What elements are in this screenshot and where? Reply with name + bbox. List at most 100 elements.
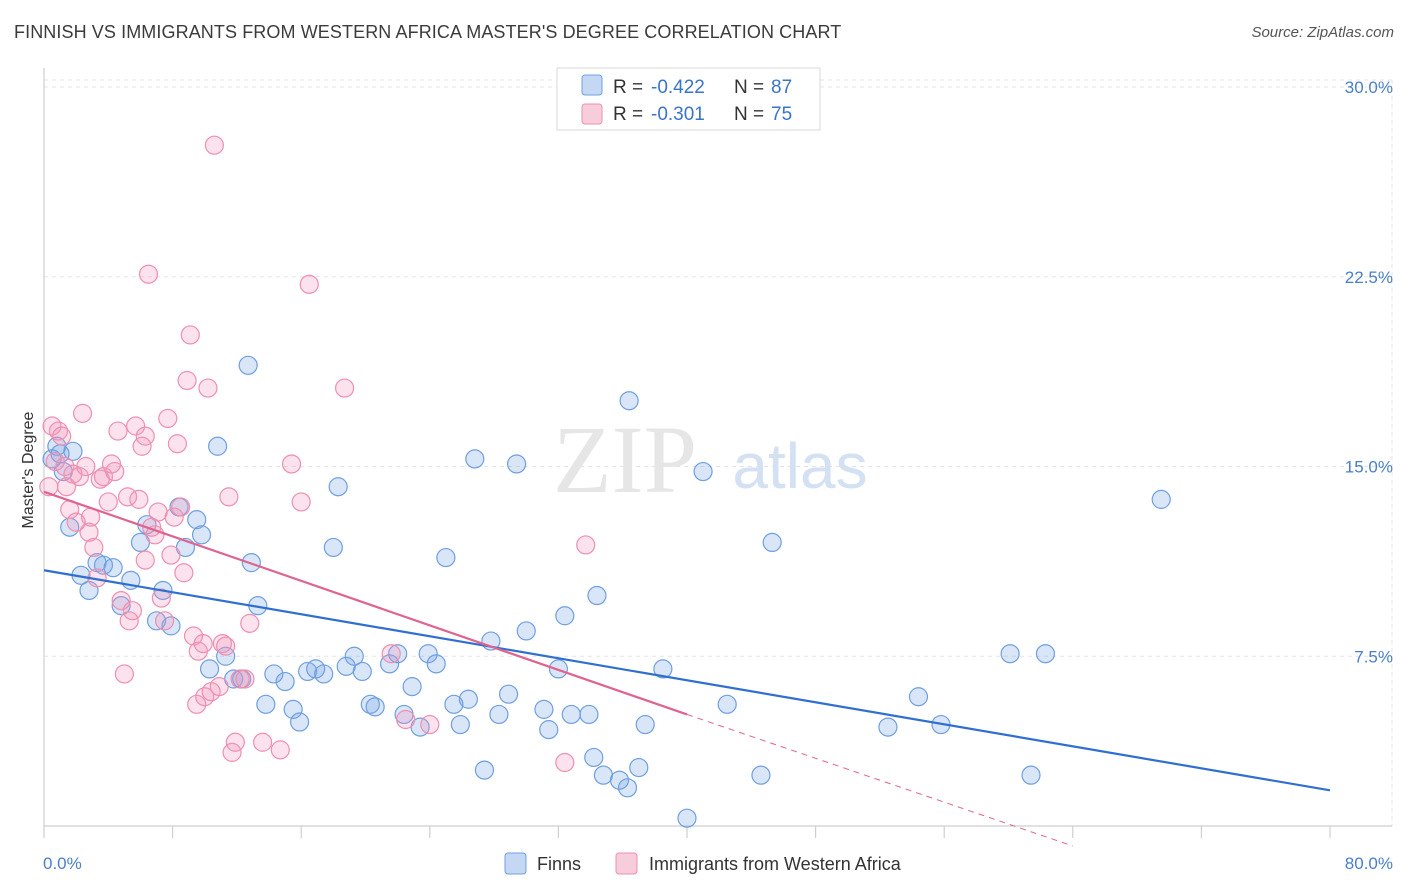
western-africa-point-22 bbox=[108, 421, 128, 441]
y-tick-label-2: 22.5% bbox=[1345, 268, 1393, 287]
chart-title: FINNISH VS IMMIGRANTS FROM WESTERN AFRIC… bbox=[14, 22, 842, 42]
finns-point-59 bbox=[489, 704, 509, 725]
finns-point-73 bbox=[617, 778, 638, 798]
western-africa-point-43 bbox=[174, 563, 194, 583]
western-africa-point-60 bbox=[230, 669, 250, 689]
finns-point-42 bbox=[352, 661, 372, 682]
finns-point-70 bbox=[587, 585, 607, 606]
finns-point-30 bbox=[256, 694, 276, 714]
legend-r-label-1: R = bbox=[613, 77, 643, 98]
gridlines bbox=[44, 79, 1393, 826]
finns-point-53 bbox=[444, 694, 464, 714]
finns-point-11 bbox=[111, 596, 131, 616]
watermark-atlas: atlas bbox=[732, 430, 867, 502]
finns-point-88 bbox=[1035, 644, 1056, 664]
western-africa-point-25 bbox=[117, 487, 138, 507]
bottom-legend-finns: Finns bbox=[537, 854, 581, 874]
series-western-africa bbox=[39, 135, 596, 773]
western-africa-point-45 bbox=[180, 325, 200, 345]
legend-box: R = -0.422 N = 87 R = -0.301 N = 75 bbox=[556, 67, 821, 131]
finns-point-89 bbox=[1151, 489, 1171, 509]
finns-point-27 bbox=[238, 355, 258, 375]
western-africa-point-51 bbox=[198, 378, 218, 398]
western-africa-point-53 bbox=[204, 135, 224, 155]
finns-point-75 bbox=[629, 757, 649, 778]
western-africa-point-42 bbox=[171, 497, 191, 517]
western-africa-point-6 bbox=[56, 477, 77, 497]
finns-point-39 bbox=[328, 477, 348, 497]
western-africa-point-54 bbox=[209, 677, 229, 697]
finns-point-37 bbox=[314, 664, 334, 684]
western-africa-point-12 bbox=[76, 456, 96, 477]
finns-point-48 bbox=[402, 677, 422, 697]
western-africa-point-57 bbox=[219, 487, 239, 507]
finns-point-77 bbox=[653, 659, 673, 679]
legend-n-label-2: N = bbox=[734, 104, 764, 125]
finns-point-22 bbox=[199, 659, 220, 679]
finns-point-80 bbox=[717, 694, 737, 714]
western-africa-point-28 bbox=[126, 416, 146, 436]
finns-point-79 bbox=[693, 461, 713, 482]
finns-point-46 bbox=[388, 644, 408, 664]
finns-point-74 bbox=[619, 391, 639, 411]
x-tick-label-0: 0.0% bbox=[43, 854, 82, 873]
finns-point-23 bbox=[208, 436, 228, 456]
finns-point-17 bbox=[161, 616, 181, 636]
axes bbox=[43, 68, 1392, 838]
western-africa-point-61 bbox=[235, 669, 255, 689]
legend-r-value-2: -0.301 bbox=[651, 104, 705, 125]
western-africa-point-9 bbox=[66, 512, 86, 532]
finns-point-10 bbox=[103, 558, 123, 578]
legend-swatch-western-africa bbox=[581, 103, 603, 125]
western-africa-point-4 bbox=[52, 426, 72, 446]
y-axis-label: Master's Degree bbox=[20, 411, 37, 528]
western-africa-point-70 bbox=[396, 709, 416, 730]
finns-point-52 bbox=[436, 547, 456, 568]
western-africa-point-62 bbox=[240, 613, 260, 633]
western-africa-point-11 bbox=[72, 403, 93, 423]
finns-point-78 bbox=[677, 808, 697, 828]
finns-point-57 bbox=[474, 760, 495, 780]
western-africa-point-19 bbox=[98, 492, 118, 512]
x-tick-label-1: 80.0% bbox=[1345, 854, 1393, 873]
western-africa-point-63 bbox=[253, 732, 273, 752]
finns-point-44 bbox=[365, 697, 385, 717]
y-tick-label-0: 7.5% bbox=[1354, 647, 1393, 666]
watermark: ZIP atlas bbox=[553, 406, 868, 513]
finns-point-51 bbox=[426, 654, 446, 674]
finns-point-55 bbox=[458, 689, 478, 709]
western-africa-point-46 bbox=[183, 626, 204, 646]
finns-point-66 bbox=[555, 606, 575, 626]
legend-n-value-2: 75 bbox=[771, 104, 792, 125]
y-tick-label-3: 30.0% bbox=[1345, 78, 1393, 97]
western-africa-point-50 bbox=[195, 687, 215, 707]
western-africa-point-38 bbox=[158, 408, 178, 429]
western-africa-point-72 bbox=[555, 752, 575, 773]
western-africa-point-47 bbox=[187, 694, 207, 714]
western-africa-point-37 bbox=[154, 611, 175, 631]
legend-n-label-1: N = bbox=[734, 77, 764, 98]
finns-point-54 bbox=[450, 714, 470, 735]
finns-point-63 bbox=[534, 699, 554, 719]
bottom-legend-swatch-finns bbox=[504, 852, 527, 875]
western-africa-point-59 bbox=[225, 732, 245, 752]
finns-point-31 bbox=[264, 664, 284, 684]
finns-point-71 bbox=[593, 765, 614, 785]
western-africa-point-65 bbox=[281, 454, 302, 474]
western-africa-point-74 bbox=[135, 426, 155, 446]
western-africa-point-68 bbox=[335, 378, 355, 398]
finns-point-86 bbox=[1000, 644, 1020, 664]
finns-point-68 bbox=[579, 704, 599, 725]
source-label: Source: ZipAtlas.com bbox=[1251, 24, 1394, 41]
finns-point-38 bbox=[323, 537, 343, 558]
western-africa-trend-line bbox=[43, 490, 688, 716]
finns-point-20 bbox=[187, 510, 207, 530]
western-africa-point-24 bbox=[114, 664, 134, 684]
finns-point-24 bbox=[216, 646, 236, 666]
tick-labels: 7.5% 15.0% 22.5% 30.0% 0.0% 80.0% bbox=[43, 78, 1393, 873]
finns-point-15 bbox=[146, 611, 167, 631]
y-tick-label-1: 15.0% bbox=[1345, 458, 1393, 477]
finns-point-50 bbox=[418, 644, 438, 664]
western-africa-point-73 bbox=[576, 535, 596, 555]
trend-lines bbox=[43, 490, 1331, 847]
